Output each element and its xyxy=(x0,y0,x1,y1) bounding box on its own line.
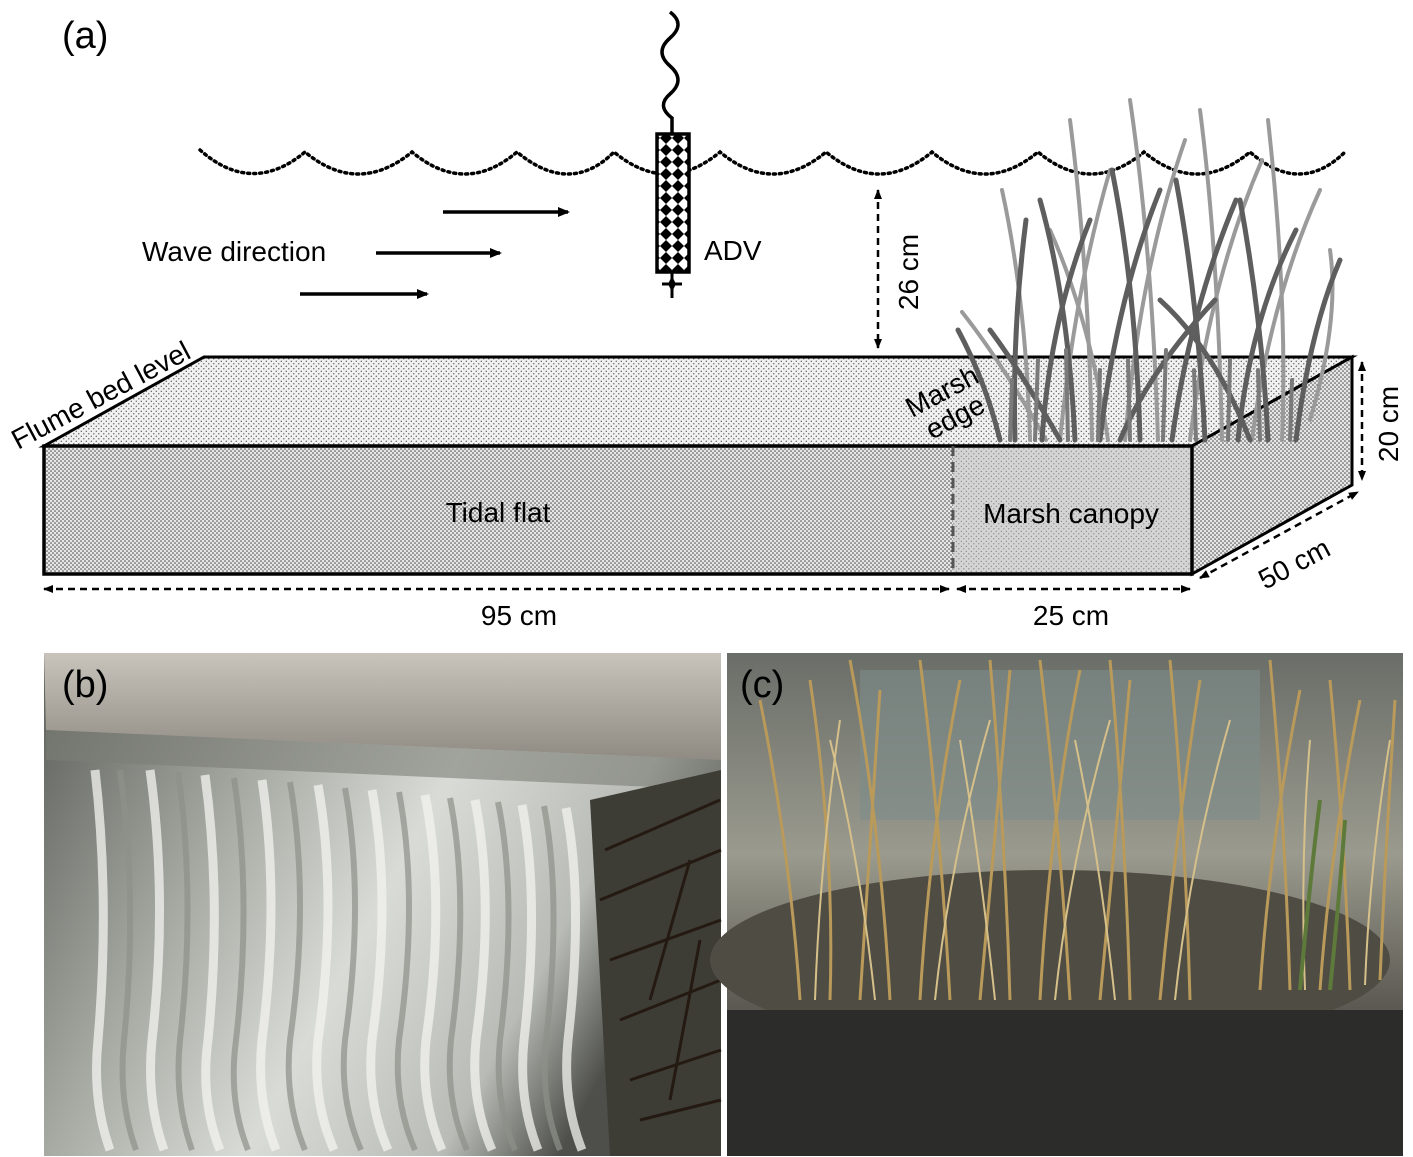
height-label: 20 cm xyxy=(1373,386,1404,462)
marsh-canopy-front xyxy=(953,446,1192,574)
adv-label: ADV xyxy=(704,235,762,266)
adv-body xyxy=(655,132,691,274)
panel-c-photo: (c) xyxy=(710,653,1403,1156)
canopy-length-label: 25 cm xyxy=(1033,600,1109,631)
panel-a-diagram: (a) Wave direction ADV 26 cm xyxy=(6,10,1404,631)
sediment-mound xyxy=(710,870,1390,1050)
wave-direction-label: Wave direction xyxy=(142,236,326,267)
panel-b-label: (b) xyxy=(62,664,108,706)
marsh-stems-dry xyxy=(758,659,1397,1001)
tidal-flat-label: Tidal flat xyxy=(446,497,551,528)
water-surface xyxy=(198,148,1347,176)
marsh-canopy-label: Marsh canopy xyxy=(983,498,1159,529)
width-dimension xyxy=(1199,490,1359,580)
sand-ripples xyxy=(90,769,587,1152)
panel-b-photo: (b) xyxy=(44,653,722,1156)
flat-length-label: 95 cm xyxy=(481,600,557,631)
tidal-flat-front xyxy=(44,446,953,574)
water-depth-label: 26 cm xyxy=(893,234,924,310)
marsh-grass xyxy=(955,98,1343,443)
adv-probe xyxy=(655,10,691,298)
wave-direction-arrows xyxy=(300,207,570,299)
panel-a-label: (a) xyxy=(62,15,108,57)
adv-cable xyxy=(660,10,680,134)
panel-c-label: (c) xyxy=(740,664,784,706)
